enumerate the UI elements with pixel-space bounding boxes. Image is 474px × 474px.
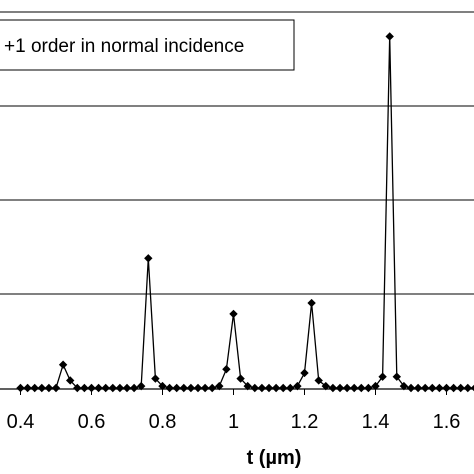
x-tick-label: 0.8 xyxy=(149,411,177,433)
data-point-diamond xyxy=(236,374,245,383)
data-point-diamond xyxy=(215,381,224,391)
data-point-diamond xyxy=(449,383,458,393)
data-point-diamond xyxy=(406,383,416,393)
data-point-diamond xyxy=(58,360,68,369)
data-point-diamond xyxy=(208,383,217,393)
data-point-diamond xyxy=(371,381,380,391)
data-point-diamond xyxy=(193,383,203,393)
series-line xyxy=(20,36,474,389)
data-point-diamond xyxy=(307,298,316,308)
data-point-diamond xyxy=(357,383,366,393)
data-point-diamond xyxy=(137,381,146,391)
x-axis-title: t (µm) xyxy=(247,447,302,469)
data-point-diamond xyxy=(144,254,153,263)
x-tick-label: 0.4 xyxy=(7,411,35,433)
x-tick-label: 1 xyxy=(228,411,239,433)
data-point-diamond xyxy=(470,384,474,392)
data-point-diamond xyxy=(122,383,132,393)
data-point-diamond xyxy=(108,383,117,393)
data-point-diamond xyxy=(250,383,259,393)
data-point-diamond xyxy=(229,309,238,319)
data-point-diamond xyxy=(186,383,196,393)
data-point-diamond xyxy=(314,376,323,385)
data-point-diamond xyxy=(243,381,252,391)
legend-box xyxy=(0,19,295,71)
data-point-diamond xyxy=(335,383,345,393)
data-point-diamond xyxy=(435,383,444,393)
data-point-diamond xyxy=(328,383,338,393)
data-point-diamond xyxy=(421,383,430,393)
series-polyline xyxy=(20,36,474,389)
data-point-diamond xyxy=(30,383,39,393)
x-tick-label: 1.4 xyxy=(362,411,390,433)
data-point-diamond xyxy=(300,368,309,378)
data-point-diamond xyxy=(378,372,387,381)
data-point-diamond xyxy=(66,376,75,385)
x-axis-ticks: 0.4 0.6 0.8 1 1.2 1.4 1.6 xyxy=(7,389,461,433)
data-point-diamond xyxy=(37,383,46,393)
data-point-diamond xyxy=(115,383,125,393)
data-point-diamond xyxy=(293,381,302,391)
data-point-diamond xyxy=(385,32,394,41)
data-point-diamond xyxy=(172,383,181,393)
data-point-diamond xyxy=(342,383,352,393)
data-point-diamond xyxy=(200,383,210,393)
data-point-diamond xyxy=(179,383,188,393)
data-point-diamond xyxy=(442,383,451,393)
data-point-diamond xyxy=(413,383,423,393)
legend: +1 order in normal incidence xyxy=(0,19,295,71)
data-point-diamond xyxy=(16,383,25,393)
data-point-diamond xyxy=(80,383,89,393)
data-point-diamond xyxy=(279,383,288,393)
data-point-diamond xyxy=(129,383,139,393)
data-point-diamond xyxy=(399,381,409,391)
data-points xyxy=(16,32,474,393)
data-point-diamond xyxy=(94,383,103,393)
data-point-diamond xyxy=(364,383,373,393)
data-point-diamond xyxy=(271,383,281,393)
data-point-diamond xyxy=(23,383,32,393)
data-point-diamond xyxy=(73,383,82,393)
data-point-diamond xyxy=(44,383,54,393)
data-point-diamond xyxy=(264,383,274,393)
x-tick-label: 1.2 xyxy=(291,411,319,433)
data-point-diamond xyxy=(350,383,359,393)
data-point-diamond xyxy=(87,383,96,393)
data-point-diamond xyxy=(463,383,472,393)
data-point-diamond xyxy=(158,381,167,391)
data-point-diamond xyxy=(222,365,231,374)
data-point-diamond xyxy=(456,383,465,393)
data-point-diamond xyxy=(321,381,330,391)
data-point-diamond xyxy=(151,374,160,383)
data-point-diamond xyxy=(257,383,267,393)
data-point-diamond xyxy=(428,383,437,393)
data-point-diamond xyxy=(101,383,110,393)
x-tick-label: 0.6 xyxy=(78,411,106,433)
legend-label: +1 order in normal incidence xyxy=(4,36,244,57)
data-point-diamond xyxy=(165,383,174,393)
data-point-diamond xyxy=(392,372,401,381)
x-tick-label: 1.6 xyxy=(433,411,461,433)
data-point-diamond xyxy=(51,383,61,393)
data-point-diamond xyxy=(286,383,295,393)
